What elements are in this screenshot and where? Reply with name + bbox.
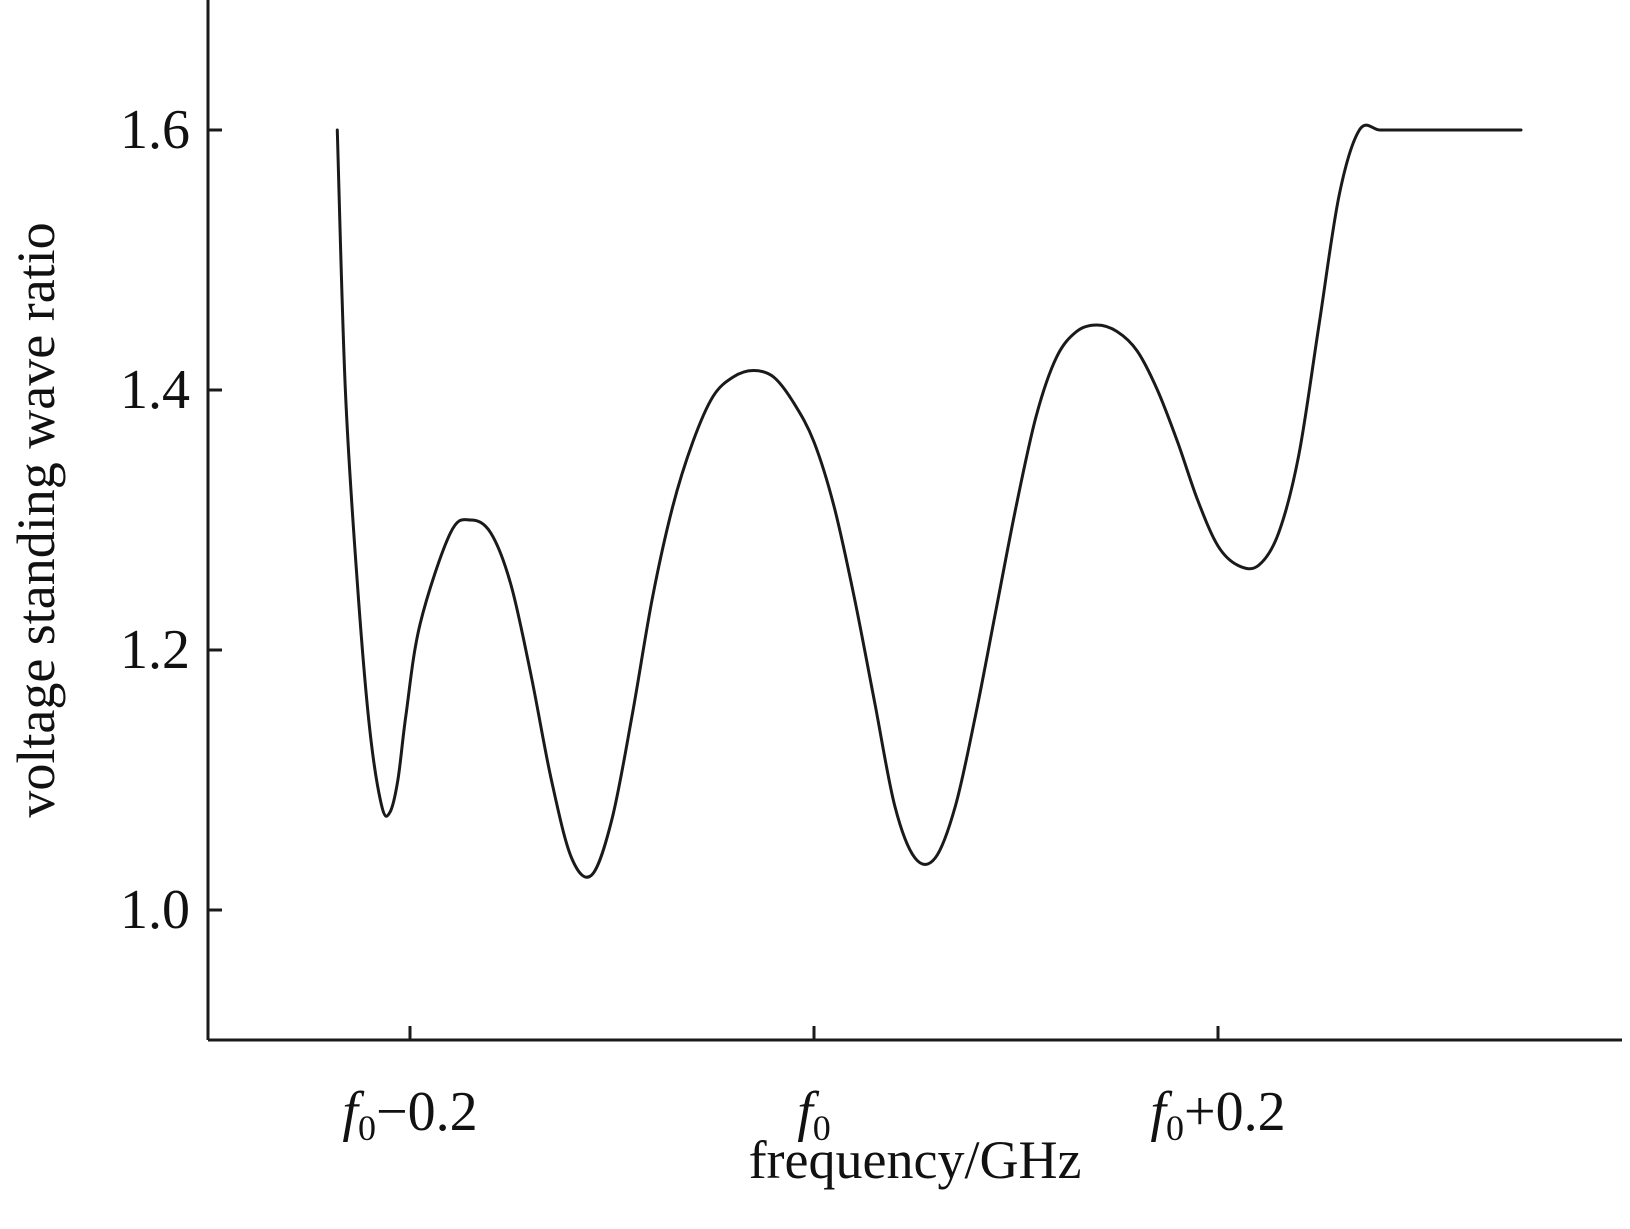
plot-area [335, 123, 1523, 879]
y-tick-label: 1.6 [120, 99, 190, 161]
x-axis-title: frequency/GHz [749, 1130, 1082, 1190]
x-tick-label: f0−0.2 [342, 1081, 477, 1148]
x-tick-label-suffix: −0.2 [376, 1081, 478, 1143]
y-axis-title: voltage standing wave ratio [6, 222, 66, 817]
x-axis: f0−0.2 f0 f0+0.2 frequency/GHz [208, 1026, 1622, 1190]
y-tick-label: 1.4 [120, 359, 190, 421]
vswr-series-line [335, 123, 1523, 879]
x-ticks: f0−0.2 f0 f0+0.2 [342, 1026, 1286, 1148]
y-tick-label: 1.2 [120, 619, 190, 681]
x-tick-label-suffix: +0.2 [1184, 1081, 1286, 1143]
y-axis: 1.0 1.2 1.4 1.6 voltage standing wave ratio [6, 0, 222, 1040]
y-ticks: 1.0 1.2 1.4 1.6 [120, 99, 222, 941]
x-tick-label-subscript: 0 [813, 1108, 831, 1148]
y-tick-label: 1.0 [120, 879, 190, 941]
x-tick-label-subscript: 0 [358, 1108, 376, 1148]
x-tick-label-subscript: 0 [1166, 1108, 1184, 1148]
x-tick-label: f0+0.2 [1150, 1081, 1285, 1148]
